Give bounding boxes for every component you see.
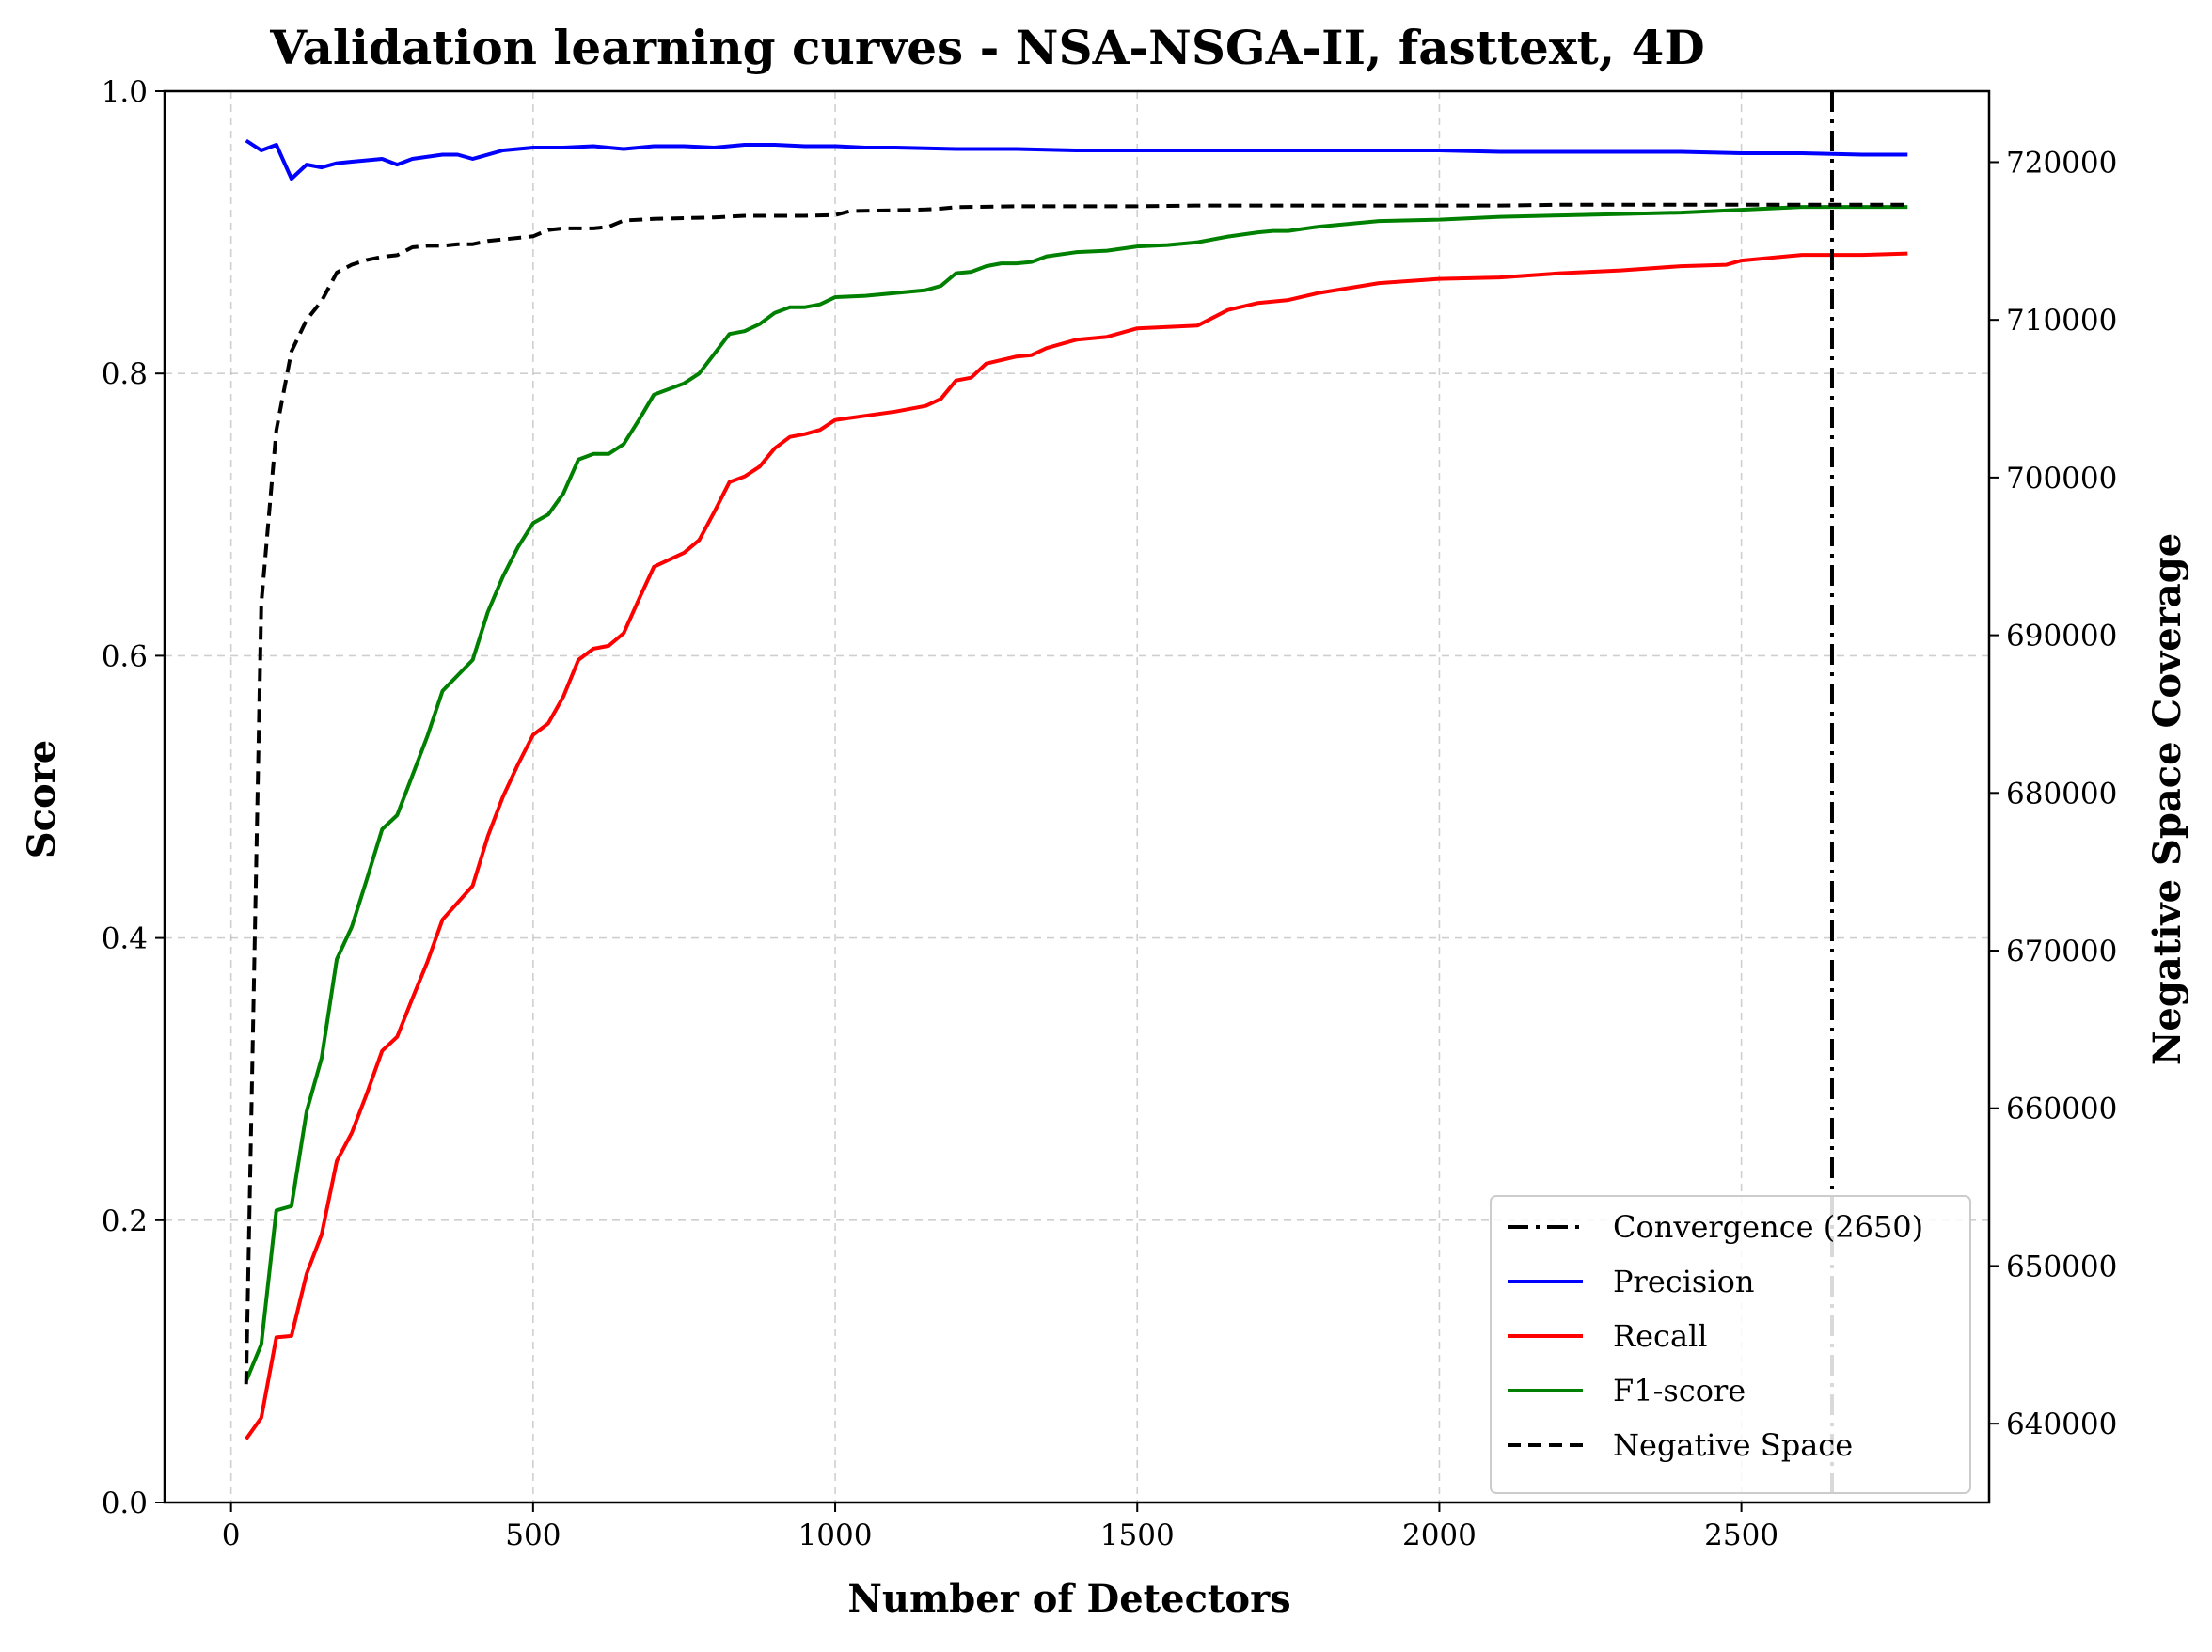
y2-tick-label: 690000 <box>2006 620 2117 653</box>
y2-tick-label: 710000 <box>2006 304 2117 338</box>
y-axis-label: Score <box>20 740 64 858</box>
y2-tick-label: 640000 <box>2006 1408 2117 1441</box>
x-axis-label: Number of Detectors <box>847 1577 1290 1621</box>
y-tick-label: 0.0 <box>102 1487 148 1520</box>
x-tick-label: 1500 <box>1100 1518 1175 1552</box>
y2-tick-label: 660000 <box>2006 1093 2117 1126</box>
x-tick-label: 500 <box>505 1518 561 1552</box>
x-tick-label: 2000 <box>1402 1518 1477 1552</box>
series-line-recall <box>245 251 1908 1440</box>
series-line-precision <box>245 138 1908 181</box>
y2-tick-label: 670000 <box>2006 935 2117 968</box>
series-line-f1-score <box>244 205 1908 1382</box>
y-tick-label: 0.6 <box>102 639 148 673</box>
series-line-negative-space <box>244 202 1908 1385</box>
y2-tick-label: 720000 <box>2006 146 2117 180</box>
y2-tick-label: 650000 <box>2006 1250 2117 1283</box>
legend-label-convergence: Convergence (2650) <box>1613 1209 1923 1245</box>
x-tick-label: 2500 <box>1704 1518 1778 1552</box>
legend-label-negative-space: Negative Space <box>1613 1427 1853 1463</box>
y-tick-label: 0.4 <box>102 922 148 956</box>
y-tick-label: 0.8 <box>102 357 148 391</box>
y-tick-label: 0.2 <box>102 1204 148 1238</box>
y2-axis-label: Negative Space Coverage <box>2145 533 2189 1065</box>
legend: Convergence (2650) Precision Recall F1-scor… <box>1490 1195 1971 1494</box>
x-tick-label: 1000 <box>798 1518 873 1552</box>
legend-box <box>1490 1195 1971 1494</box>
legend-label-recall: Recall <box>1613 1318 1708 1354</box>
y2-tick-label: 680000 <box>2006 777 2117 810</box>
legend-label-f1-score: F1-score <box>1613 1373 1746 1408</box>
y2-tick-label: 700000 <box>2006 462 2117 496</box>
chart-title: Validation learning curves - NSA-NSGA-II… <box>269 20 1704 75</box>
axes-layer: 0 500 1000 1500 2000 2500 0.0 0.2 0.4 0.6 0.8 1.0 64… <box>102 75 2118 1552</box>
y-tick-label: 1.0 <box>102 75 148 109</box>
plot-frame <box>163 89 1991 1504</box>
x-tick-label: 0 <box>222 1518 241 1552</box>
legend-label-precision: Precision <box>1613 1264 1754 1299</box>
